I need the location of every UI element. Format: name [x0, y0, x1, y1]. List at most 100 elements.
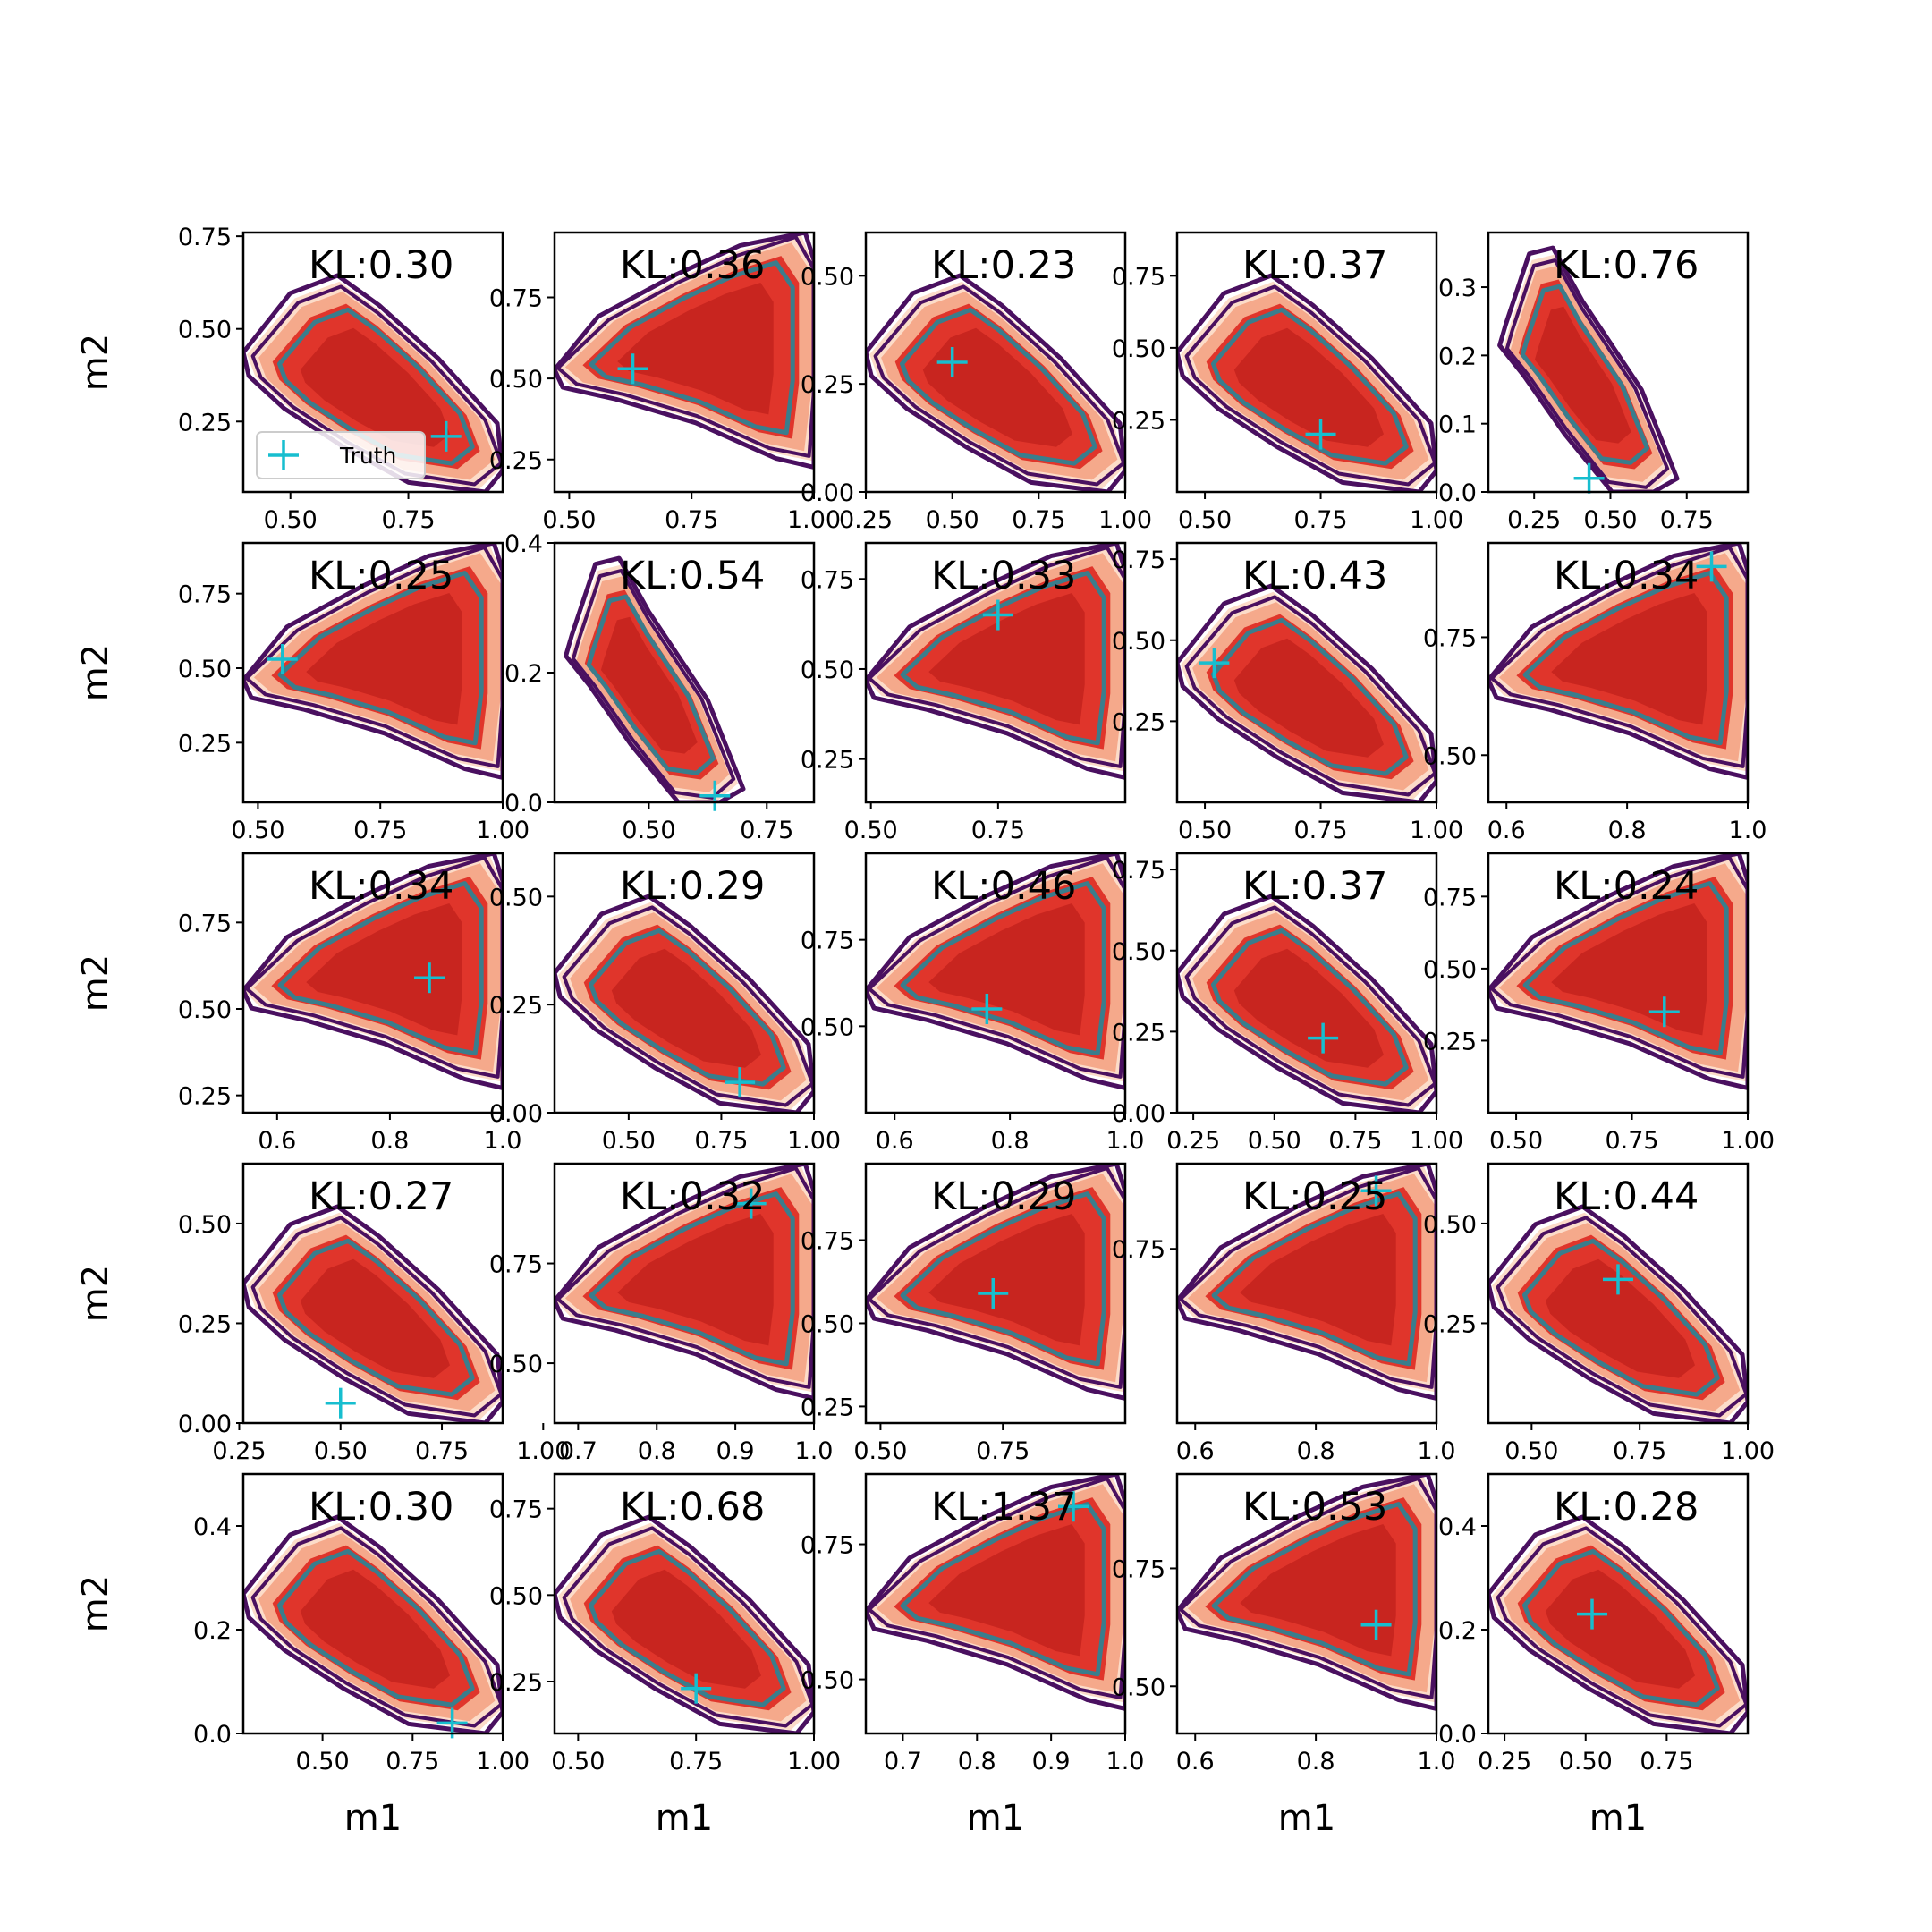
axes-frame	[242, 852, 504, 1114]
y-tick-label: 0.25	[489, 447, 543, 475]
kl-annotation: KL:0.30	[309, 243, 453, 288]
subplot-5: 0.25 0.50 0.75 0.0 0.1 0.2 0.3 KL:0.76	[1438, 231, 1750, 534]
y-tick-label: 0.2	[504, 660, 543, 688]
y-tick-label: 0.3	[1438, 275, 1477, 302]
density-fill-core	[1545, 1569, 1695, 1689]
y-tick-label: 0.75	[178, 910, 232, 937]
x-tick-label: 0.7	[559, 1437, 597, 1465]
axes-frame	[242, 541, 504, 804]
x-tick-label: 0.50	[1583, 506, 1637, 534]
y-tick-label: 0.50	[178, 996, 232, 1024]
subplot-15: 0.50 0.75 1.00 0.25 0.50 0.75 KL:0.24	[1423, 852, 1775, 1155]
y-tick-label: 0.75	[1112, 547, 1165, 574]
contour-inner	[1211, 1502, 1418, 1677]
x-tick-label: 0.75	[971, 817, 1025, 844]
y-tick-label: 0.75	[1112, 263, 1165, 291]
x-tick-label: 0.6	[1176, 1437, 1215, 1465]
x-tick-label: 1.00	[787, 506, 841, 534]
x-tick-label: 0.75	[1012, 506, 1065, 534]
axes-frame	[242, 231, 504, 494]
contour-outer	[1488, 543, 1748, 780]
x-tick-label: 0.9	[1032, 1748, 1071, 1775]
y-tick-label: 0.25	[489, 992, 543, 1020]
y-tick-label: 0.75	[1112, 1555, 1165, 1583]
subplot-21: 0.50 0.75 1.00 0.0 0.2 0.4 KL:0.30 m2 m1	[75, 1472, 530, 1839]
contour-outer	[866, 1474, 1125, 1711]
y-tick-label: 0.2	[1438, 343, 1477, 370]
contour-inner	[1211, 307, 1409, 466]
y-tick-label: 0.50	[801, 657, 854, 684]
contour-mid	[1184, 595, 1436, 797]
y-tick-label: 0.00	[1112, 1100, 1165, 1128]
contour-inner	[1520, 284, 1649, 465]
x-tick-label: 0.50	[853, 1437, 907, 1465]
x-tick-label: 1.0	[1106, 1748, 1145, 1775]
subplot-7: 0.50 0.75 0.0 0.2 0.4 KL:0.54	[504, 530, 816, 844]
y-tick-label: 0.50	[1112, 1674, 1165, 1701]
x-tick-label: 0.75	[381, 506, 435, 534]
x-tick-label: 0.9	[716, 1437, 755, 1465]
y-tick-label: 0.25	[801, 371, 854, 399]
contour-outer	[243, 543, 503, 780]
subplot-6: 0.50 0.75 1.00 0.25 0.50 0.75 KL:0.25 m2	[75, 541, 530, 844]
truth-marker	[1573, 462, 1605, 494]
density-fill-core	[922, 327, 1072, 447]
y-tick-label: 0.75	[178, 224, 232, 251]
x-axis-label: m1	[967, 1798, 1024, 1839]
x-tick-label: 1.0	[484, 1127, 522, 1155]
x-tick-label: 0.75	[976, 1437, 1030, 1465]
subplot-11: 0.6 0.8 1.0 0.25 0.50 0.75 KL:0.34 m2	[75, 852, 522, 1155]
x-tick-label: 1.00	[476, 817, 530, 844]
contour-mid	[250, 1216, 503, 1418]
kl-annotation: KL:0.54	[620, 554, 765, 598]
contour-outer	[866, 853, 1125, 1090]
y-tick-label: 0.25	[178, 1083, 232, 1111]
x-tick-label: 1.00	[1098, 506, 1152, 534]
truth-marker	[699, 780, 731, 811]
density-fill-core	[617, 1214, 774, 1346]
x-tick-label: 1.0	[1418, 1437, 1456, 1465]
contour-mid	[873, 284, 1125, 487]
contour-outer	[555, 233, 814, 470]
y-tick-label: 0.25	[1112, 708, 1165, 736]
truth-marker	[681, 1673, 712, 1704]
contour-mid	[867, 856, 1125, 1079]
density-fill-core	[928, 903, 1085, 1036]
axes-frame	[864, 852, 1127, 1114]
subplot-25: 0.25 0.50 0.75 0.0 0.2 0.4 KL:0.28 m1	[1438, 1472, 1750, 1839]
x-tick-label: 0.50	[622, 817, 675, 844]
density-fill-core	[1233, 327, 1384, 447]
axes-frame	[553, 1472, 816, 1735]
x-tick-label: 0.75	[669, 1748, 723, 1775]
legend-label: Truth	[339, 443, 396, 469]
contour-outer	[243, 1204, 503, 1423]
kl-annotation: KL:0.27	[309, 1174, 453, 1219]
x-tick-label: 0.8	[370, 1127, 409, 1155]
x-tick-label: 0.50	[1178, 506, 1232, 534]
contour-inner	[1211, 1191, 1418, 1367]
x-tick-label: 0.75	[740, 817, 793, 844]
contour-outer	[1497, 245, 1680, 492]
y-tick-label: 0.50	[178, 317, 232, 344]
contour-outer	[866, 543, 1125, 780]
density-fill-core	[928, 1214, 1085, 1346]
contour-mid	[1178, 1477, 1436, 1699]
truth-marker	[430, 420, 462, 452]
truth-marker	[1360, 1609, 1392, 1640]
axes-frame	[864, 231, 1127, 494]
x-tick-label: 0.50	[314, 1437, 368, 1465]
axes-frame	[553, 231, 816, 494]
axes-frame	[864, 1162, 1127, 1425]
truth-marker	[1305, 419, 1336, 450]
contour-outer	[866, 273, 1125, 492]
axes-frame	[1175, 852, 1438, 1114]
contour-outer	[243, 273, 503, 492]
subplot-24: 0.6 0.8 1.0 0.50 0.75 KL:0.53 m1	[1112, 1472, 1455, 1839]
x-tick-label: 0.50	[231, 817, 284, 844]
x-tick-label: 0.50	[296, 1748, 350, 1775]
contour-inner	[1522, 1238, 1720, 1397]
y-axis-label: m2	[75, 1575, 116, 1632]
kl-annotation: KL:0.25	[309, 554, 453, 598]
y-tick-label: 0.75	[801, 1532, 854, 1560]
x-tick-label: 1.00	[516, 1437, 570, 1465]
